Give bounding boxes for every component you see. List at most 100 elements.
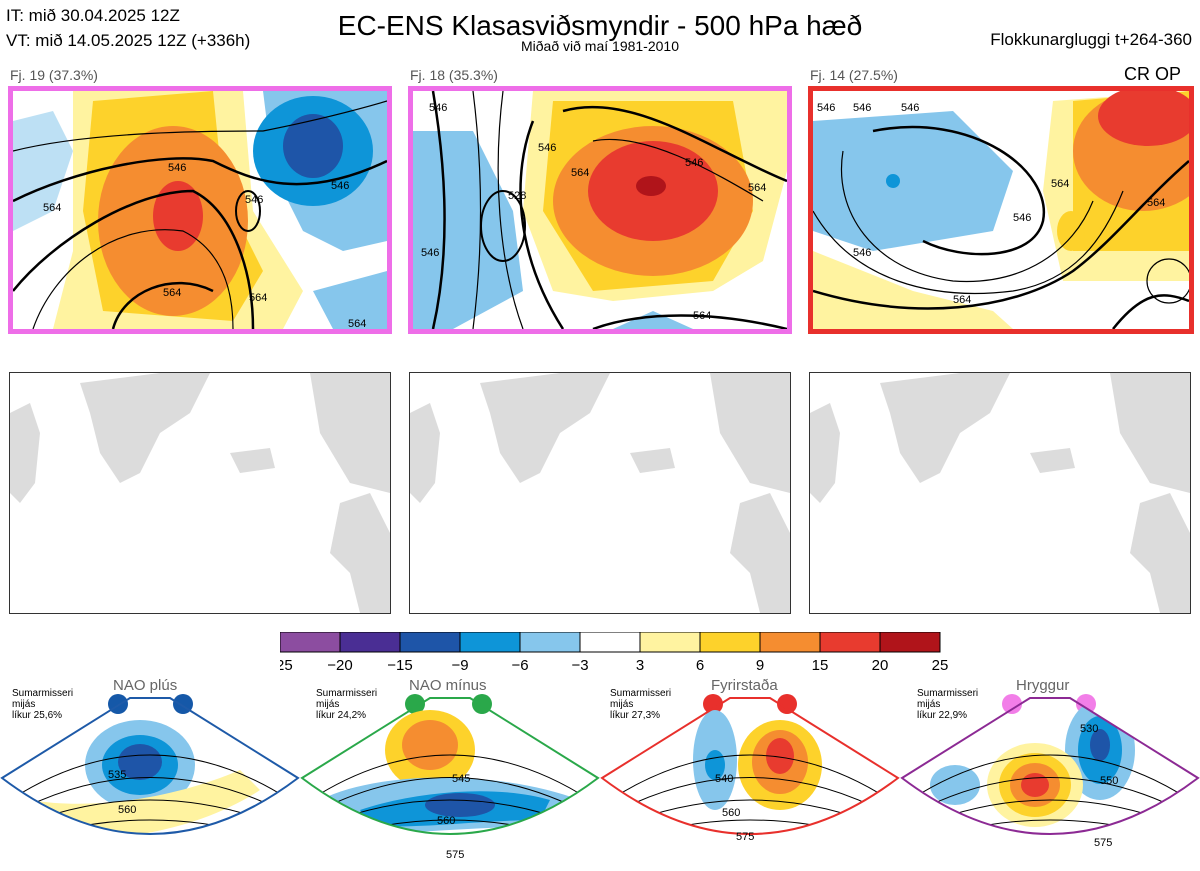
anomaly-negative [813, 111, 1013, 251]
anomaly-positive [766, 738, 794, 774]
contour-line [431, 91, 446, 329]
blank-map-1 [9, 372, 391, 614]
regime-name-2: NAO mínus [409, 677, 487, 694]
colorbar-tick-label: 15 [812, 657, 829, 674]
scandinavia [310, 373, 390, 493]
contour-line [592, 314, 787, 329]
contour-label: 535 [108, 769, 126, 781]
cluster-map-3: 546 546 546 546 564 564 546 564 [808, 86, 1194, 334]
contour-line [813, 190, 1124, 294]
contour-label: 564 [1147, 197, 1165, 209]
colorbar: −25 −20 −15 −9 −6 −3 3 6 9 15 20 25 [280, 632, 948, 674]
anomaly-negative [283, 114, 343, 178]
contour-line [9, 754, 291, 801]
anomaly-negative [613, 311, 693, 329]
europe [330, 493, 390, 613]
anomaly-positive [1057, 211, 1085, 251]
initial-time: IT: mið 30.04.2025 12Z [6, 6, 180, 25]
classification-window: Flokkunargluggi t+264-360 [990, 30, 1192, 49]
regime-period: mijás [12, 699, 36, 710]
contour-label: 560 [118, 804, 136, 816]
page-subtitle: Miðað við maí 1981-2010 [521, 38, 679, 54]
cluster-map-1: 546 546 546 564 564 564 564 [8, 86, 392, 334]
regime-name-1: NAO plús [113, 677, 178, 694]
contour-label: 560 [722, 807, 740, 819]
colorbar-tick-label: −25 [280, 657, 293, 674]
contour-line [872, 125, 1046, 256]
regime-dot [777, 694, 797, 714]
regime-likelihood: líkur 25,6% [12, 710, 63, 721]
contour-label: 564 [348, 318, 366, 329]
anomaly-negative [313, 271, 387, 329]
regime-frame [600, 697, 900, 835]
anomaly-positive [813, 251, 1013, 329]
scandinavia [710, 373, 790, 493]
colorbar-swatch [759, 632, 821, 653]
colorbar-swatch [639, 632, 701, 653]
iceland [1030, 448, 1075, 473]
regime-period: mijás [917, 699, 941, 710]
contour-line [609, 799, 891, 831]
contour-line [9, 777, 291, 816]
greenland [880, 373, 1010, 483]
cluster-label-2: Fj. 18 (35.3%) [410, 67, 498, 83]
contour-line [309, 777, 591, 816]
cluster-map-2-canvas: 546 528 546 564 546 564 564 546 [413, 91, 787, 329]
contour-line [111, 281, 214, 329]
iceland [630, 448, 675, 473]
contour-line [841, 150, 1094, 283]
contour-label: 575 [736, 831, 754, 843]
regime-map-4: 530 550 575 [900, 697, 1200, 859]
contour-line [13, 189, 255, 329]
contour-label: 546 [429, 102, 447, 114]
contour-label: 546 [901, 102, 919, 114]
anomaly-positive [30, 770, 260, 834]
anomaly-positive [1021, 773, 1049, 797]
contour-line [235, 190, 261, 232]
regime-season: Sumarmisseri [316, 688, 378, 699]
contour-label: 575 [446, 849, 464, 861]
anomaly-negative [930, 765, 980, 805]
anomaly-negative [1015, 849, 1045, 859]
regime-season: Sumarmisseri [12, 688, 74, 699]
colorbar-swatch [879, 632, 941, 653]
valid-time: VT: mið 14.05.2025 12Z (+336h) [6, 31, 251, 50]
contour-line [609, 754, 891, 801]
anomaly-negative [425, 793, 495, 817]
colorbar-swatch [519, 632, 581, 653]
contour-label: 546 [853, 102, 871, 114]
regime-season: Sumarmisseri [917, 688, 979, 699]
regime-map-1-field [9, 720, 291, 834]
contour-label: 564 [1051, 178, 1069, 190]
contour-label: 564 [953, 294, 971, 306]
contour-line [497, 91, 524, 329]
contour-label: 546 [421, 247, 439, 259]
contour-label: 560 [437, 815, 455, 827]
colorbar-swatch [280, 632, 341, 653]
regime-likelihood: líkur 24,2% [316, 710, 367, 721]
contour-line [813, 160, 1189, 310]
scandinavia [1110, 373, 1190, 493]
anomaly-positive [1098, 91, 1189, 146]
regime-likelihood: líkur 27,3% [610, 710, 661, 721]
regime-dot [1002, 694, 1022, 714]
contour-line [909, 754, 1191, 801]
regime-info-4: Sumarmisseri mijás líkur 22,9% [917, 688, 978, 721]
europe [1130, 493, 1190, 613]
colorbar-swatch [459, 632, 521, 653]
colorbar-swatch [579, 632, 641, 653]
cluster-label-1: Fj. 19 (37.3%) [10, 67, 98, 83]
colorbar-tick-label: 9 [756, 657, 764, 674]
land-mass [810, 403, 840, 503]
regime-dot [405, 694, 425, 714]
regime-map-3-field [609, 710, 891, 834]
contour-line [13, 157, 387, 203]
cluster-map-3-canvas: 546 546 546 546 564 564 546 564 [813, 91, 1189, 329]
operational-label: CR OP [1124, 64, 1182, 84]
contour-line [472, 91, 482, 329]
contour-line [1146, 258, 1189, 304]
regime-info-3: Sumarmisseri mijás líkur 27,3% [610, 688, 671, 721]
blank-map-3-canvas [810, 373, 1190, 613]
anomaly-negative [1090, 729, 1110, 761]
contour-label: 545 [452, 773, 470, 785]
